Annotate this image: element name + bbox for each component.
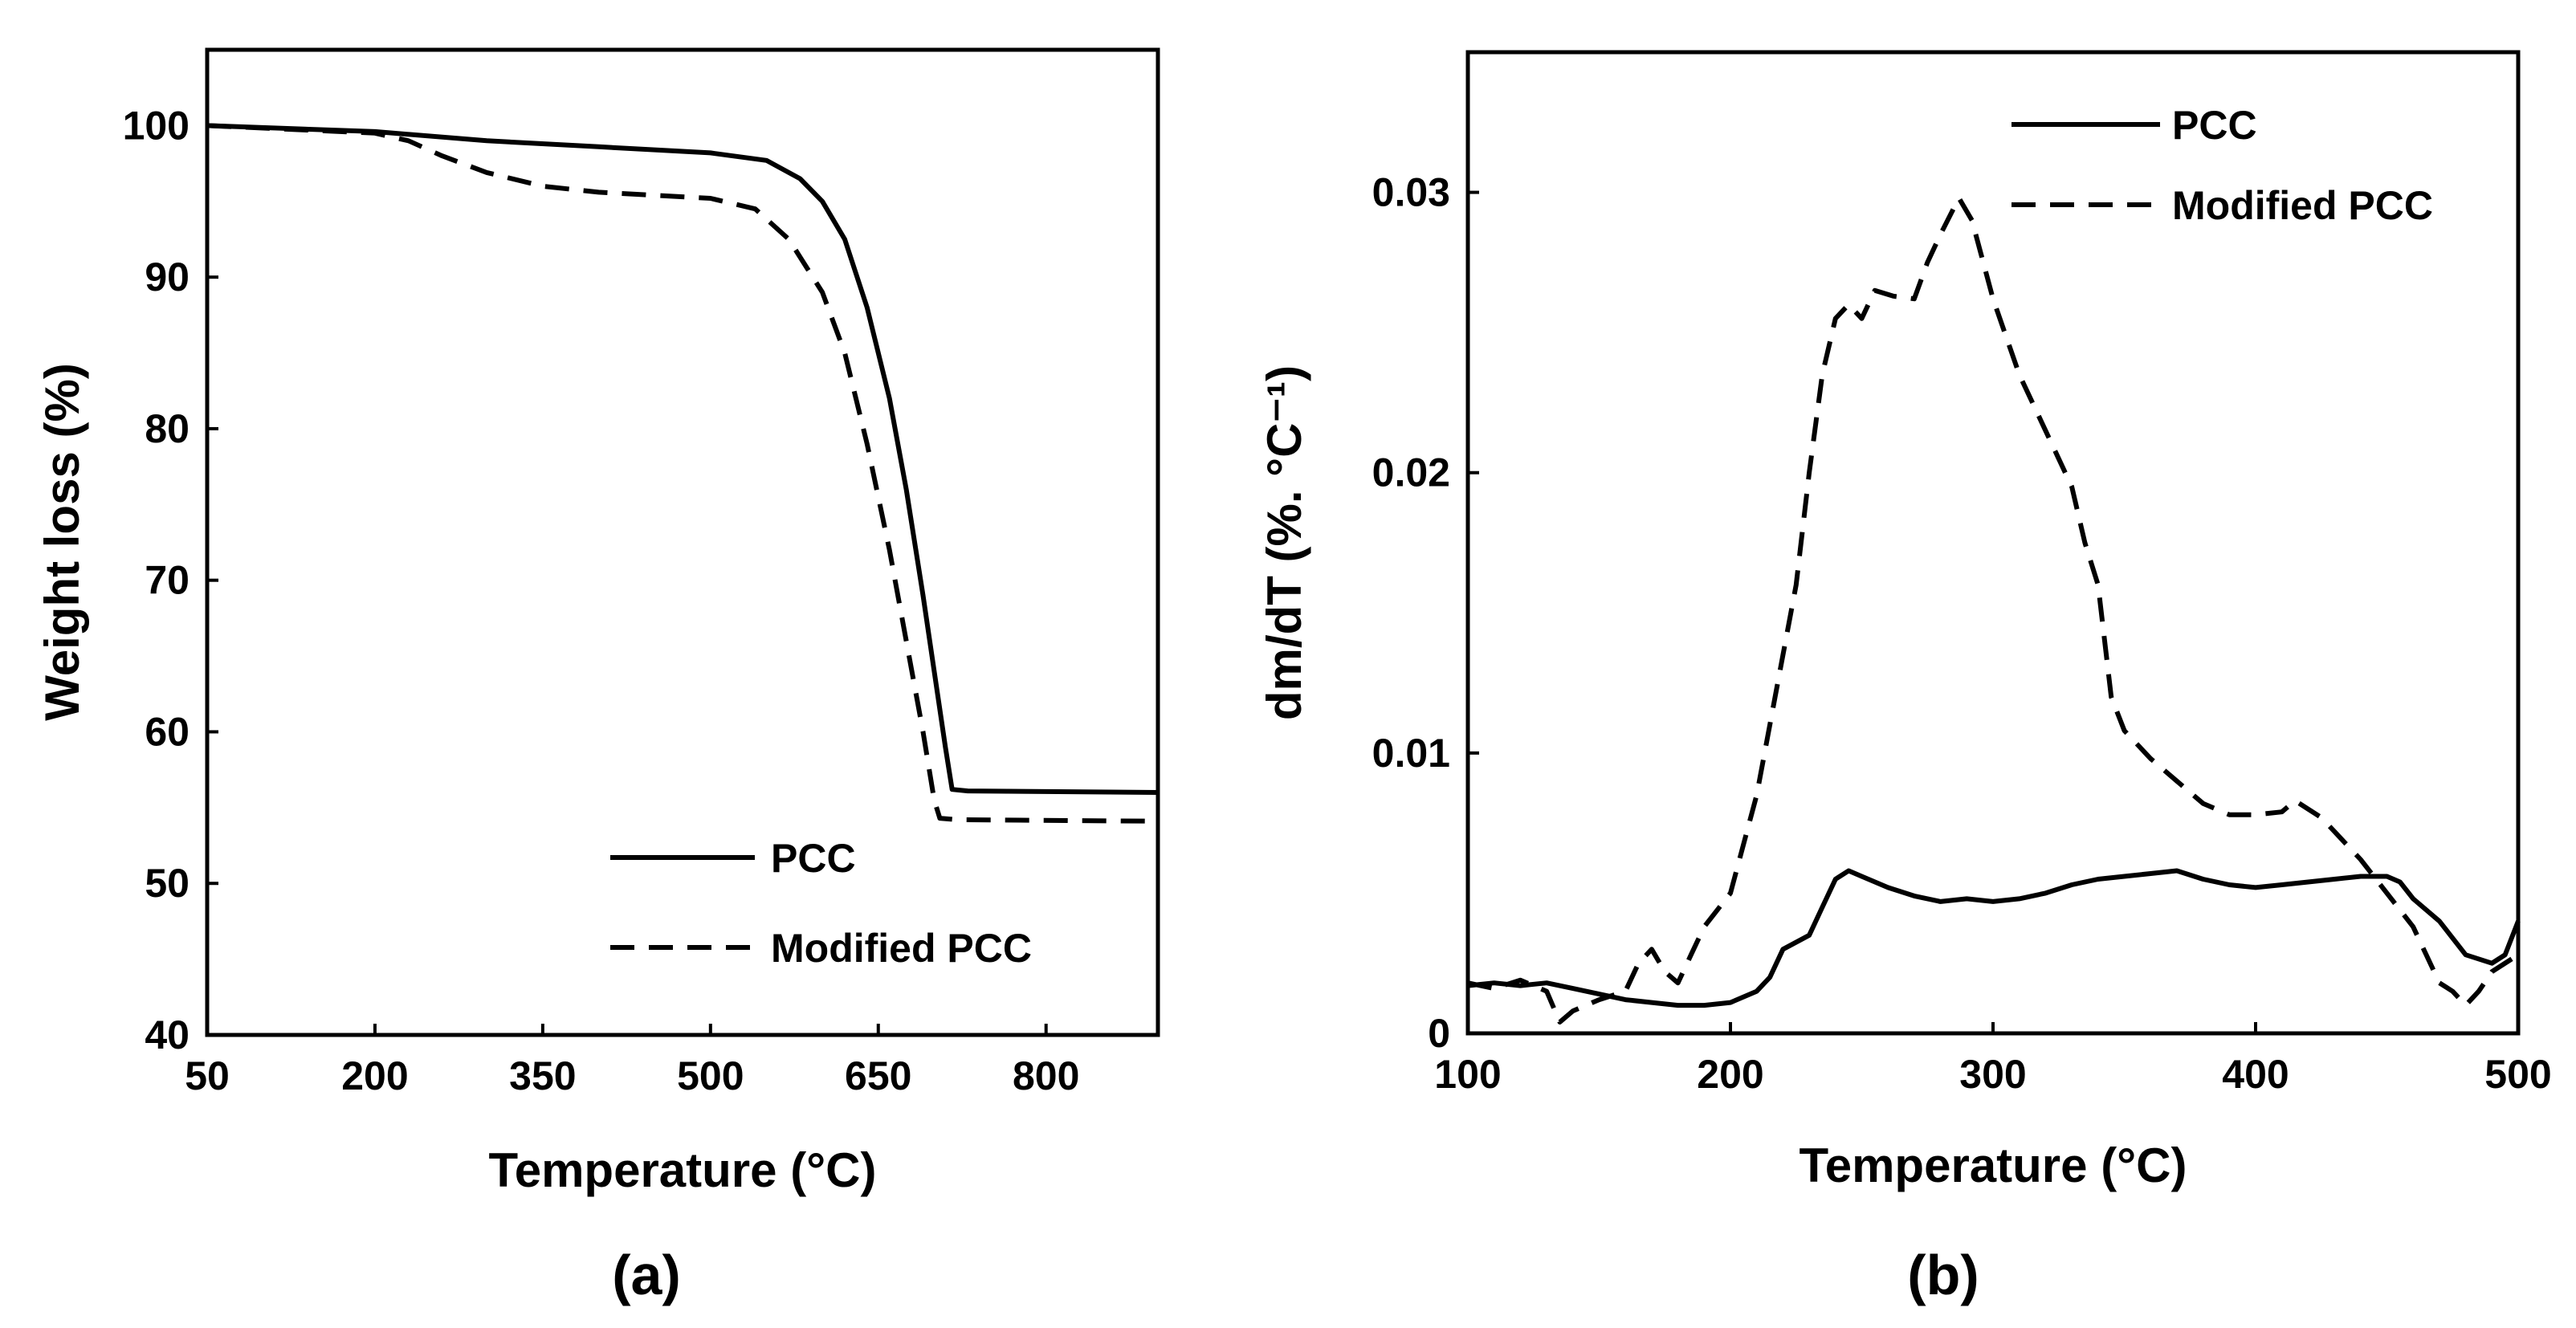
panel-a-y-tick-label: 70 — [145, 558, 190, 603]
panel-b-y-tick-label: 0 — [1428, 1011, 1450, 1056]
panel-b-y-tick-label: 0.02 — [1372, 450, 1450, 495]
panel-a-y-tick-label: 60 — [145, 709, 190, 754]
panel-a-x-tick-label: 500 — [677, 1053, 744, 1098]
panel-b-x-tick-label: 100 — [1434, 1052, 1501, 1097]
panel-b-y-tick-label: 0.01 — [1372, 731, 1450, 776]
panel-b-x-tick-label: 400 — [2222, 1052, 2289, 1097]
panel-a-y-tick-label: 40 — [145, 1012, 190, 1057]
panel-a-x-tick-label: 650 — [845, 1053, 911, 1098]
panel-a-x-tick-label: 800 — [1013, 1053, 1079, 1098]
panel-a-x-tick-label: 200 — [341, 1053, 408, 1098]
panel-a-y-tick-label: 100 — [123, 103, 190, 148]
panel-b-legend: PCC Modified PCC — [2011, 103, 2433, 228]
panel-a-y-tick-label: 50 — [145, 861, 190, 906]
panel-b-legend-modified-label: Modified PCC — [2172, 183, 2433, 228]
panel-a-legend-modified-label: Modified PCC — [771, 926, 1032, 971]
panel-a-y-tick-label: 80 — [145, 406, 190, 451]
panel-a-legend-pcc-label: PCC — [771, 836, 856, 881]
panel-b-chart: 100 200 300 400 500 0 0.01 0.02 0.03 Temperature… — [1257, 50, 2552, 1306]
panel-a-x-axis-label: Temperature (°C) — [489, 1143, 877, 1197]
panel-b-x-tick-label: 300 — [1959, 1052, 2026, 1097]
panel-a-x-tick-label: 350 — [509, 1053, 576, 1098]
panel-b-series-modified-pcc-line — [1467, 195, 2520, 1025]
panel-b-x-tick-label: 200 — [1697, 1052, 1763, 1097]
panel-a-label: (a) — [612, 1244, 681, 1306]
panel-a-series-modified-pcc-line — [206, 123, 1159, 824]
panel-b-x-axis-label: Temperature (°C) — [1800, 1139, 2187, 1192]
panel-a-x-tick-label: 50 — [185, 1053, 230, 1098]
panel-a-y-tick-label: 90 — [145, 255, 190, 299]
panel-b-plot-frame — [1465, 50, 2521, 1036]
panel-a-legend: PCC Modified PCC — [610, 836, 1032, 971]
panel-a-series-pcc-line — [206, 123, 1159, 795]
panel-b-legend-pcc-label: PCC — [2172, 103, 2257, 148]
panel-b-label: (b) — [1907, 1244, 1979, 1306]
panel-a-y-axis-label: Weight loss (%) — [35, 363, 89, 721]
panel-b-y-axis-label: dm/dT (%. °C⁻¹) — [1257, 365, 1311, 720]
panel-b-series-pcc-line — [1467, 868, 2521, 1008]
panel-b-x-tick-label: 500 — [2484, 1052, 2551, 1097]
panel-a-plot-frame — [205, 47, 1160, 1037]
panel-b-y-tick-label: 0.03 — [1372, 170, 1450, 215]
